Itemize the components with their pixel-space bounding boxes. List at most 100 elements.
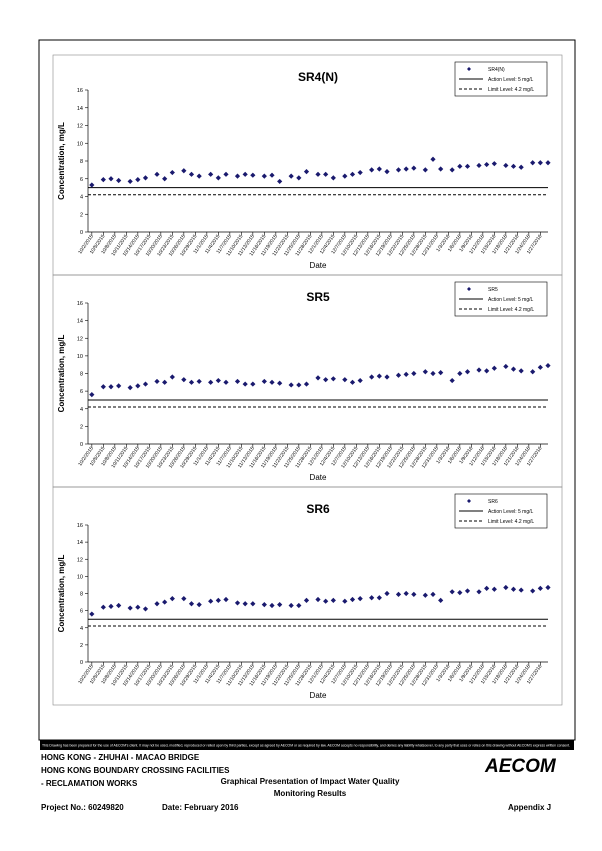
data-point (162, 599, 168, 605)
data-point (376, 373, 382, 379)
data-point (215, 377, 221, 384)
data-point (430, 370, 436, 377)
data-point (510, 163, 517, 169)
x-axis-label: Date (310, 691, 327, 700)
project-line: HONG KONG BOUNDARY CROSSING FACILITIES (41, 766, 230, 775)
data-point (484, 368, 490, 374)
data-point (376, 595, 382, 601)
data-point (384, 169, 390, 175)
data-point (369, 374, 375, 380)
data-point (537, 585, 543, 591)
data-point (142, 606, 149, 612)
data-point (369, 167, 375, 173)
data-point (464, 369, 471, 375)
data-point (449, 167, 455, 173)
data-point (208, 171, 214, 177)
data-point (89, 182, 95, 188)
data-point (476, 162, 482, 169)
y-tick-label: 2 (80, 643, 83, 649)
y-tick-label: 6 (80, 177, 83, 183)
y-axis-label: Concentration, mg/L (57, 555, 66, 633)
data-point (154, 378, 160, 385)
disclaimer: This Drawing has been prepared for the u… (42, 744, 570, 748)
data-point (342, 173, 348, 179)
y-tick-label: 14 (77, 540, 83, 546)
y-tick-label: 6 (80, 389, 83, 395)
data-point (457, 590, 463, 596)
data-point (250, 172, 256, 178)
data-point (208, 379, 214, 385)
data-point (403, 166, 409, 172)
data-point (510, 586, 517, 592)
data-point (411, 370, 417, 377)
data-point (242, 171, 248, 177)
data-point (510, 366, 517, 372)
data-point (181, 596, 187, 602)
data-point (154, 171, 160, 177)
y-axis-label: Concentration, mg/L (57, 122, 66, 200)
data-point (518, 587, 524, 593)
y-tick-label: 10 (77, 574, 83, 580)
logo: AECOM (484, 756, 557, 777)
data-point (269, 602, 275, 609)
data-point (422, 592, 428, 598)
data-point (438, 370, 444, 376)
data-point (449, 377, 455, 384)
data-point (181, 377, 187, 383)
data-point (250, 381, 256, 387)
data-point (215, 175, 221, 181)
appendix: Appendix J (508, 803, 552, 812)
data-point (100, 177, 106, 183)
data-point (154, 601, 160, 607)
data-point (250, 601, 256, 607)
legend-label: SR5 (488, 287, 498, 293)
chart-title: SR4(N) (298, 70, 338, 84)
project-line: HONG KONG - ZHUHAI - MACAO BRIDGE (41, 753, 200, 762)
y-tick-label: 2 (80, 424, 83, 430)
data-point (530, 588, 536, 594)
doc-title: Monitoring Results (273, 789, 347, 798)
data-point (269, 379, 275, 385)
data-point (169, 169, 175, 176)
data-point (537, 160, 543, 166)
y-tick-label: 4 (80, 626, 83, 632)
data-point (476, 589, 482, 595)
data-point (288, 173, 294, 179)
data-point (127, 605, 133, 611)
data-point (349, 171, 356, 177)
data-point (403, 371, 409, 377)
data-point (277, 602, 283, 608)
data-point (323, 377, 329, 383)
data-point (89, 611, 95, 617)
data-point (342, 377, 348, 383)
y-tick-label: 2 (80, 212, 83, 218)
data-point (108, 176, 114, 182)
y-tick-label: 8 (80, 592, 83, 598)
data-point (476, 367, 482, 373)
data-point (315, 171, 321, 177)
data-point (142, 175, 149, 181)
data-point (135, 177, 141, 183)
legend-marker (467, 287, 471, 291)
data-point (395, 591, 402, 597)
data-point (242, 381, 248, 387)
data-point (357, 169, 363, 176)
data-point (422, 167, 428, 173)
legend-label: Action Level: 5 mg/L (488, 77, 534, 83)
disclaimer-bar (40, 740, 574, 750)
doc-date: Date: February 2016 (162, 803, 239, 812)
data-point (503, 584, 509, 591)
data-point (491, 586, 497, 592)
x-axis-label: Date (310, 473, 327, 482)
y-tick-label: 0 (80, 230, 83, 236)
y-tick-label: 16 (77, 88, 83, 94)
data-point (288, 382, 294, 388)
data-point (357, 377, 363, 384)
data-point (116, 383, 122, 389)
data-point (277, 380, 283, 386)
data-point (349, 596, 356, 603)
legend-label: Limit Level: 4.2 mg/L (488, 519, 534, 525)
data-point (349, 379, 356, 385)
data-point (303, 381, 310, 387)
data-point (181, 168, 187, 174)
